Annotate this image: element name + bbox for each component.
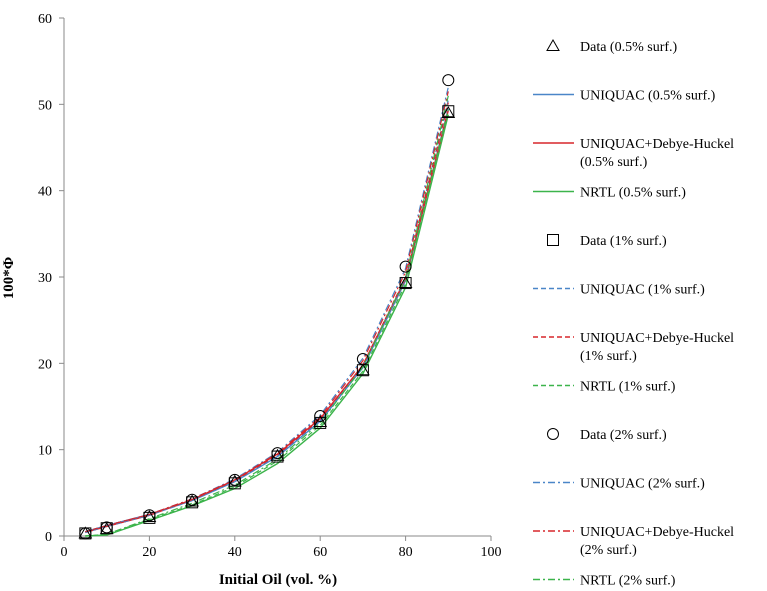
data-point-8: [79, 527, 92, 540]
data-point-4: [271, 450, 284, 463]
legend-label: Data (2% surf.): [580, 428, 667, 443]
y-tick-label: 30: [38, 271, 52, 286]
legend-label: Data (0.5% surf.): [580, 40, 678, 55]
x-tick-label: 20: [142, 545, 156, 560]
series-line-6: [85, 102, 449, 533]
series-line-7: [85, 109, 449, 537]
x-axis-label: Initial Oil (vol. %): [219, 572, 337, 588]
data-point-0: [142, 509, 157, 523]
x-tick-label: 40: [228, 545, 242, 560]
y-tick-label: 0: [45, 530, 52, 545]
data-point-8: [442, 74, 455, 87]
legend-label: UNIQUAC (2% surf.): [580, 477, 705, 492]
y-tick-label: 20: [38, 357, 52, 372]
x-tick-label: 60: [313, 545, 327, 560]
data-point-4: [228, 477, 241, 490]
legend-marker: [547, 234, 559, 246]
legend-label: (1% surf.): [580, 349, 637, 364]
x-tick-label: 80: [399, 545, 413, 560]
series-line-5: [85, 99, 449, 534]
data-point-8: [143, 509, 156, 522]
data-point-0: [356, 363, 370, 376]
legend-label: NRTL (2% surf.): [580, 574, 676, 589]
data-point-8: [271, 447, 284, 460]
legend-label: NRTL (0.5% surf.): [580, 186, 686, 201]
series-line-11: [85, 95, 449, 537]
data-point-8: [399, 260, 412, 273]
x-tick-label: 0: [61, 545, 68, 560]
legend-marker: [546, 38, 560, 51]
data-point-4: [186, 496, 199, 509]
data-point-8: [228, 473, 241, 486]
data-point-4: [143, 511, 156, 524]
data-point-0: [227, 474, 242, 487]
data-point-0: [78, 526, 93, 539]
series-line-3: [85, 114, 449, 537]
data-point-8: [186, 493, 199, 506]
legend-label: Data (1% surf.): [580, 234, 667, 249]
legend-label: UNIQUAC (1% surf.): [580, 283, 705, 298]
legend-label: UNIQUAC+Debye-Huckel: [580, 525, 734, 540]
legend-label: UNIQUAC (0.5% surf.): [580, 89, 716, 104]
y-tick-label: 60: [38, 12, 52, 27]
data-point-8: [100, 521, 113, 534]
y-axis-label: 100*Φ: [1, 257, 17, 299]
data-point-8: [356, 353, 369, 366]
data-point-0: [270, 448, 285, 461]
legend: Data (0.5% surf.) UNIQUAC (0.5% surf.) UNI…: [533, 38, 734, 589]
data-point-0: [313, 415, 328, 428]
series-line-1: [85, 108, 449, 533]
data-point-0: [398, 276, 413, 289]
legend-label: UNIQUAC+Debye-Huckel: [580, 137, 734, 152]
y-tick-label: 40: [38, 185, 52, 200]
series-line-9: [85, 86, 449, 533]
legend-label: NRTL (1% surf.): [580, 380, 676, 395]
series-markers: [78, 74, 456, 540]
legend-marker: [547, 428, 559, 440]
x-tick-label: 100: [481, 545, 502, 560]
y-tick-label: 10: [38, 444, 52, 459]
data-point-4: [314, 416, 327, 429]
data-point-4: [442, 105, 455, 118]
series-line-10: [85, 91, 449, 533]
data-point-4: [399, 277, 412, 290]
y-tick-label: 50: [38, 98, 52, 113]
legend-label: (2% surf.): [580, 543, 637, 558]
legend-label: UNIQUAC+Debye-Huckel: [580, 331, 734, 346]
data-point-0: [441, 105, 456, 118]
data-point-8: [314, 409, 327, 422]
plot-axes: 0 20 40 60 80 100 0 10 20 30 40 50 60: [38, 12, 502, 560]
legend-label: (0.5% surf.): [580, 155, 648, 170]
data-point-0: [185, 494, 199, 507]
series-lines: [85, 86, 449, 537]
